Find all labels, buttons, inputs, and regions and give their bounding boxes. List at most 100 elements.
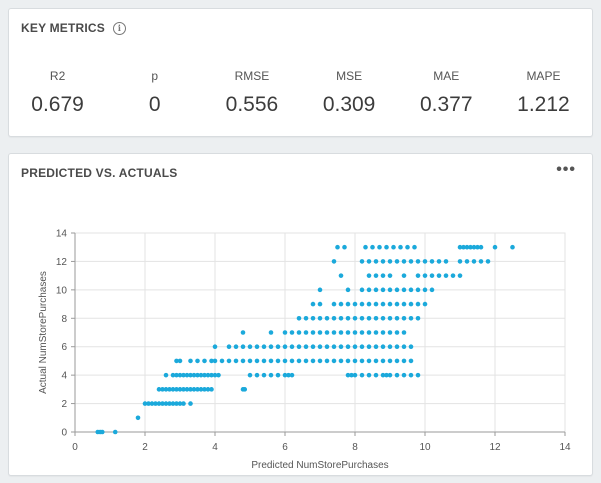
data-point (205, 372, 211, 378)
data-point (160, 401, 165, 406)
data-point (177, 358, 183, 364)
data-point (387, 372, 393, 378)
data-point (359, 259, 365, 264)
data-point (373, 287, 379, 293)
data-point (163, 372, 169, 378)
data-point (202, 387, 207, 392)
y-tick-label: 0 (61, 428, 67, 439)
scatter-chart: 0 2 4 6 8 10 12 14 0 2 4 6 8 10 12 14 Predicted NumStore… (38, 229, 571, 472)
data-point (415, 372, 421, 378)
data-point (254, 344, 260, 350)
data-point (373, 273, 379, 278)
data-point (188, 358, 193, 364)
data-point (296, 315, 302, 321)
data-point (450, 273, 456, 278)
data-point (471, 259, 477, 264)
data-point (380, 344, 386, 350)
x-tick-label: 0 (72, 442, 78, 453)
data-point (401, 301, 407, 307)
data-point (254, 358, 260, 364)
data-point (268, 344, 274, 350)
data-point (436, 259, 442, 264)
data-point (478, 259, 484, 264)
data-point (366, 273, 372, 278)
data-point (345, 301, 351, 307)
data-point (401, 287, 407, 293)
data-point (380, 315, 386, 321)
metric-mse: MSE 0.309 (301, 69, 398, 117)
data-point (174, 387, 179, 392)
data-point (394, 344, 400, 350)
data-point (338, 301, 344, 307)
data-point (317, 287, 323, 293)
data-point (394, 372, 400, 378)
metric-value: 0.377 (419, 93, 473, 116)
data-point (401, 344, 407, 350)
data-point (366, 287, 372, 293)
data-point (359, 358, 365, 364)
data-point (415, 259, 421, 264)
data-point (373, 344, 379, 350)
data-point (170, 372, 176, 378)
data-point (415, 301, 421, 307)
data-point (275, 344, 281, 350)
data-point (177, 401, 183, 406)
data-point (380, 259, 386, 264)
data-point (345, 358, 351, 364)
data-point (387, 273, 393, 278)
data-point (401, 330, 407, 335)
data-point (387, 301, 393, 307)
data-point (275, 372, 281, 378)
data-point (268, 372, 274, 378)
data-point (401, 315, 407, 321)
data-point (289, 358, 295, 364)
data-point (310, 344, 316, 350)
y-tick-label: 2 (61, 399, 67, 410)
data-point (212, 358, 218, 364)
data-point (240, 358, 246, 364)
data-point (282, 358, 288, 364)
data-point (331, 259, 337, 264)
data-point (191, 387, 197, 392)
data-point (475, 244, 480, 250)
data-point (112, 429, 118, 435)
data-point (202, 358, 207, 364)
data-point (188, 372, 193, 378)
data-point (191, 372, 197, 378)
data-point (471, 244, 477, 250)
info-icon[interactable]: i (113, 21, 126, 35)
data-point (160, 387, 165, 392)
data-point (254, 372, 260, 378)
data-point (394, 287, 400, 293)
data-point (394, 330, 400, 335)
data-point (282, 344, 288, 350)
data-point (415, 273, 421, 278)
data-point (209, 372, 214, 378)
data-point (317, 330, 323, 335)
data-point (373, 315, 379, 321)
data-point (184, 387, 190, 392)
data-point (408, 358, 414, 364)
data-point (188, 387, 193, 392)
data-point (195, 358, 200, 364)
data-point (370, 244, 375, 250)
metric-value: 0.309 (322, 93, 376, 116)
data-point (377, 244, 382, 250)
data-point (345, 330, 351, 335)
key-metrics-card: KEY METRICS i R2 0.679 p 0 RMSE 0.556 MS… (8, 8, 593, 137)
data-point (457, 244, 463, 250)
data-point (317, 358, 323, 364)
metric-label: MSE (336, 69, 363, 83)
data-point (401, 259, 407, 264)
data-point (387, 344, 393, 350)
metrics-row: R2 0.679 p 0 RMSE 0.556 MSE 0.309 MAE 0.… (9, 69, 592, 117)
chart-title: PREDICTED VS. ACTUALS (21, 166, 178, 180)
data-point (408, 315, 414, 321)
data-point (380, 372, 386, 378)
metric-value: 0 (148, 93, 161, 116)
data-point (226, 358, 232, 364)
data-point (352, 344, 358, 350)
metric-value: 1.212 (517, 93, 570, 116)
more-options-icon[interactable]: ••• (556, 161, 576, 178)
metric-label: p (151, 69, 159, 83)
